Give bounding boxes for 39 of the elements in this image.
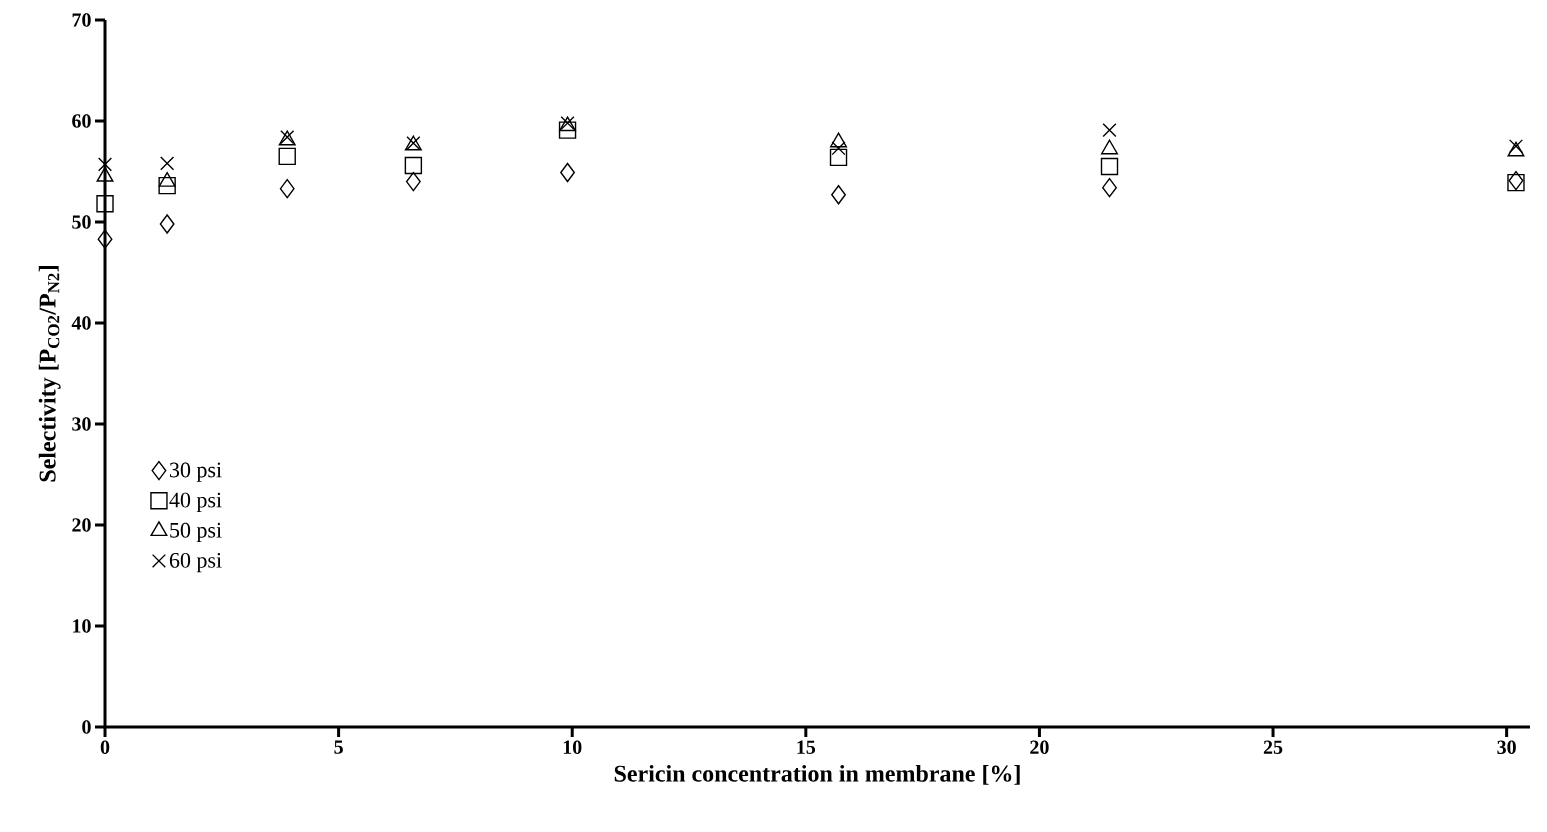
y-tick-label: 30 [72, 417, 91, 431]
point [829, 148, 848, 167]
point [97, 157, 113, 172]
y-tick-label: 60 [72, 114, 91, 128]
y-tick-label: 40 [71, 316, 91, 330]
point [558, 121, 577, 139]
x-tick-label: 5 [334, 740, 343, 754]
y-tick-label: 20 [72, 518, 91, 532]
x-tick-label: 25 [1263, 740, 1283, 754]
x-axis-title: Sericin concentration in membrane [%] [614, 764, 1020, 785]
x-tick-label: 20 [1030, 740, 1049, 755]
y-tick-label: 70 [72, 13, 91, 27]
point [96, 195, 114, 213]
x-tick-label: 0 [100, 740, 110, 755]
point [97, 229, 113, 249]
point [279, 178, 295, 199]
point [1100, 157, 1119, 176]
point [1102, 177, 1117, 198]
x-tick-label: 15 [797, 740, 816, 754]
point [404, 156, 423, 175]
point [159, 214, 175, 234]
legend-label: 40 psi [169, 492, 222, 512]
point [405, 171, 421, 192]
y-axis-title: Selectivity [P$_{CO2}$/P$_{N2}$] [38, 266, 61, 482]
x-tick-label: 10 [563, 740, 582, 755]
y-tick-label: 0 [82, 720, 91, 734]
point [160, 156, 175, 171]
x-tick-label: 30 [1497, 740, 1516, 755]
point [1102, 123, 1117, 138]
legend-label: 50 psi [170, 522, 222, 543]
point [831, 141, 846, 156]
legend-label: 60 psi [169, 552, 222, 573]
y-tick-label: 50 [72, 215, 91, 229]
y-tick-label: 10 [73, 619, 91, 633]
point [560, 162, 575, 183]
point [278, 147, 296, 166]
point [831, 185, 846, 205]
legend-label: 30 psi [170, 462, 222, 482]
point [158, 176, 176, 195]
